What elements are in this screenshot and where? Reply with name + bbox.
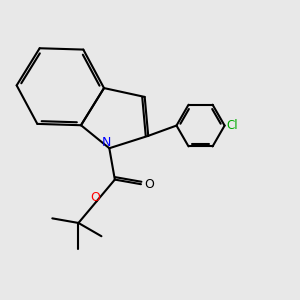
Text: O: O: [144, 178, 154, 191]
Text: Cl: Cl: [226, 119, 238, 132]
Text: N: N: [102, 136, 111, 149]
Text: O: O: [90, 190, 100, 203]
